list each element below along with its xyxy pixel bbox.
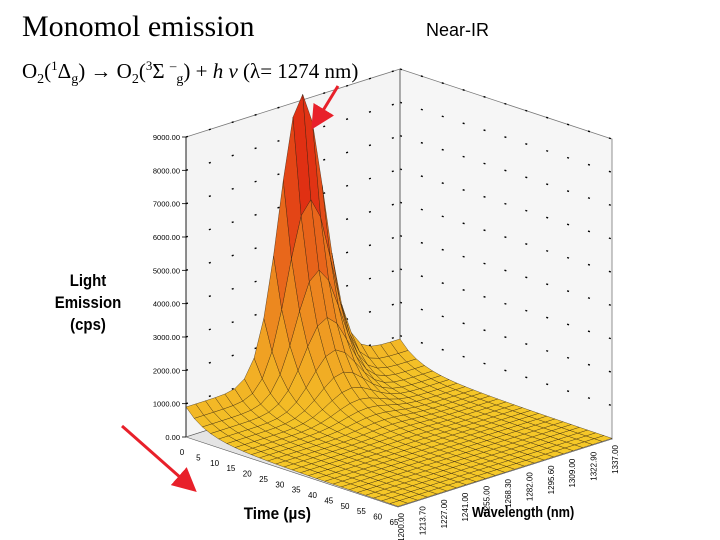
time-axis-arrow — [121, 424, 197, 492]
formula-sub: 2 — [37, 72, 45, 88]
z-tick-label: 3000.00 — [153, 333, 180, 342]
z-axis-ticks: 0.00 1000.00 2000.00 3000.00 4000.00 5000.00 6… — [153, 133, 186, 442]
z-tick-label: 8000.00 — [153, 166, 180, 175]
time-axis-label: Time (µs) — [243, 504, 311, 523]
time-tick-label: 65 — [390, 518, 399, 527]
time-tick-label: 35 — [292, 486, 301, 495]
formula-sub: g — [71, 72, 79, 88]
wavelength-tick-label: 1337.00 — [611, 444, 620, 473]
annotation-arrows — [121, 85, 340, 492]
time-tick-label: 30 — [275, 480, 284, 489]
time-tick-label: 25 — [259, 475, 268, 484]
time-tick-label: 15 — [226, 464, 235, 473]
wavelength-tick-label: 1322.90 — [590, 451, 599, 480]
z-tick-label: 0.00 — [165, 433, 180, 442]
emission-surface — [185, 94, 613, 507]
wavelength-tick-label: 1309.00 — [568, 458, 577, 487]
z-tick-label: 9000.00 — [153, 133, 180, 142]
formula-sup: 3 — [145, 58, 153, 73]
near-ir-arrow — [311, 85, 340, 130]
time-tick-label: 45 — [324, 496, 333, 505]
formula-sup: – — [169, 58, 177, 73]
wavelength-tick-label: 1282.00 — [525, 472, 534, 501]
wavelength-tick-label: 1227.00 — [440, 499, 449, 528]
wall-gridline — [399, 68, 613, 140]
z-tick-label: 7000.00 — [153, 200, 180, 209]
z-axis-label: Light Emission (cps) — [54, 271, 122, 334]
time-tick-label: 40 — [308, 491, 317, 500]
near-ir-label: Near-IR — [426, 20, 490, 40]
time-tick-label: 10 — [210, 459, 219, 468]
formula-part: O — [22, 59, 38, 83]
wall-gridline — [399, 301, 613, 373]
time-tick-label: 60 — [373, 513, 382, 522]
slide-title: Monomol emission — [22, 10, 255, 43]
time-tick-label: 20 — [243, 470, 252, 479]
formula-sub: 2 — [131, 72, 139, 88]
formula-sup: 1 — [51, 58, 58, 73]
formula-part: ) + — [183, 59, 213, 83]
reaction-formula: O2(1Δg) → O2(3Σ –g) + h ν (λ= 1274 nm) — [22, 58, 358, 88]
z-tick-label: 5000.00 — [153, 266, 180, 275]
wavelength-tick-label: 1268.30 — [504, 478, 513, 507]
wall-gridline — [399, 335, 613, 407]
wavelength-tick-label: 1200.00 — [397, 512, 406, 540]
wall-gridline — [399, 135, 613, 207]
time-tick-label: 50 — [341, 502, 350, 511]
wall-gridline — [399, 201, 613, 273]
z-tick-label: 2000.00 — [153, 366, 180, 375]
time-tick-label: 55 — [357, 507, 366, 516]
z-tick-label: 4000.00 — [153, 300, 180, 309]
wall-gridline — [399, 168, 613, 240]
time-axis-ticks: 0 5 10 15 20 25 30 35 40 45 50 55 60 65 — [180, 448, 399, 527]
wavelength-tick-label: 1255.00 — [483, 485, 492, 514]
wall-gridline — [399, 101, 613, 173]
time-tick-label: 0 — [180, 448, 185, 457]
wavelength-tick-label: 1241.00 — [461, 492, 470, 521]
formula-sub: g — [176, 72, 184, 88]
wall-gridline — [399, 235, 613, 307]
formula-part: ( — [44, 59, 52, 83]
time-tick-label: 5 — [196, 453, 201, 462]
formula-part: ( — [138, 59, 146, 83]
wavelength-axis-ticks: 1337.00 1322.90 1309.00 1295.60 1282.00 1268.… — [397, 444, 620, 540]
formula-part: ) → O — [78, 59, 132, 83]
wavelength-axis-label: Wavelength (nm) — [472, 504, 575, 521]
surface-cell — [389, 338, 409, 354]
z-tick-label: 1000.00 — [153, 400, 180, 409]
formula-part: (λ= 1274 nm) — [237, 59, 359, 83]
formula-hnu: h ν — [212, 59, 238, 83]
wavelength-tick-label: 1295.60 — [547, 465, 556, 494]
wavelength-tick-label: 1213.70 — [418, 506, 427, 535]
z-tick-label: 6000.00 — [153, 233, 180, 242]
wall-gridline — [399, 268, 613, 340]
formula-part: Δ — [57, 59, 72, 83]
formula-part: Σ — [152, 59, 170, 83]
